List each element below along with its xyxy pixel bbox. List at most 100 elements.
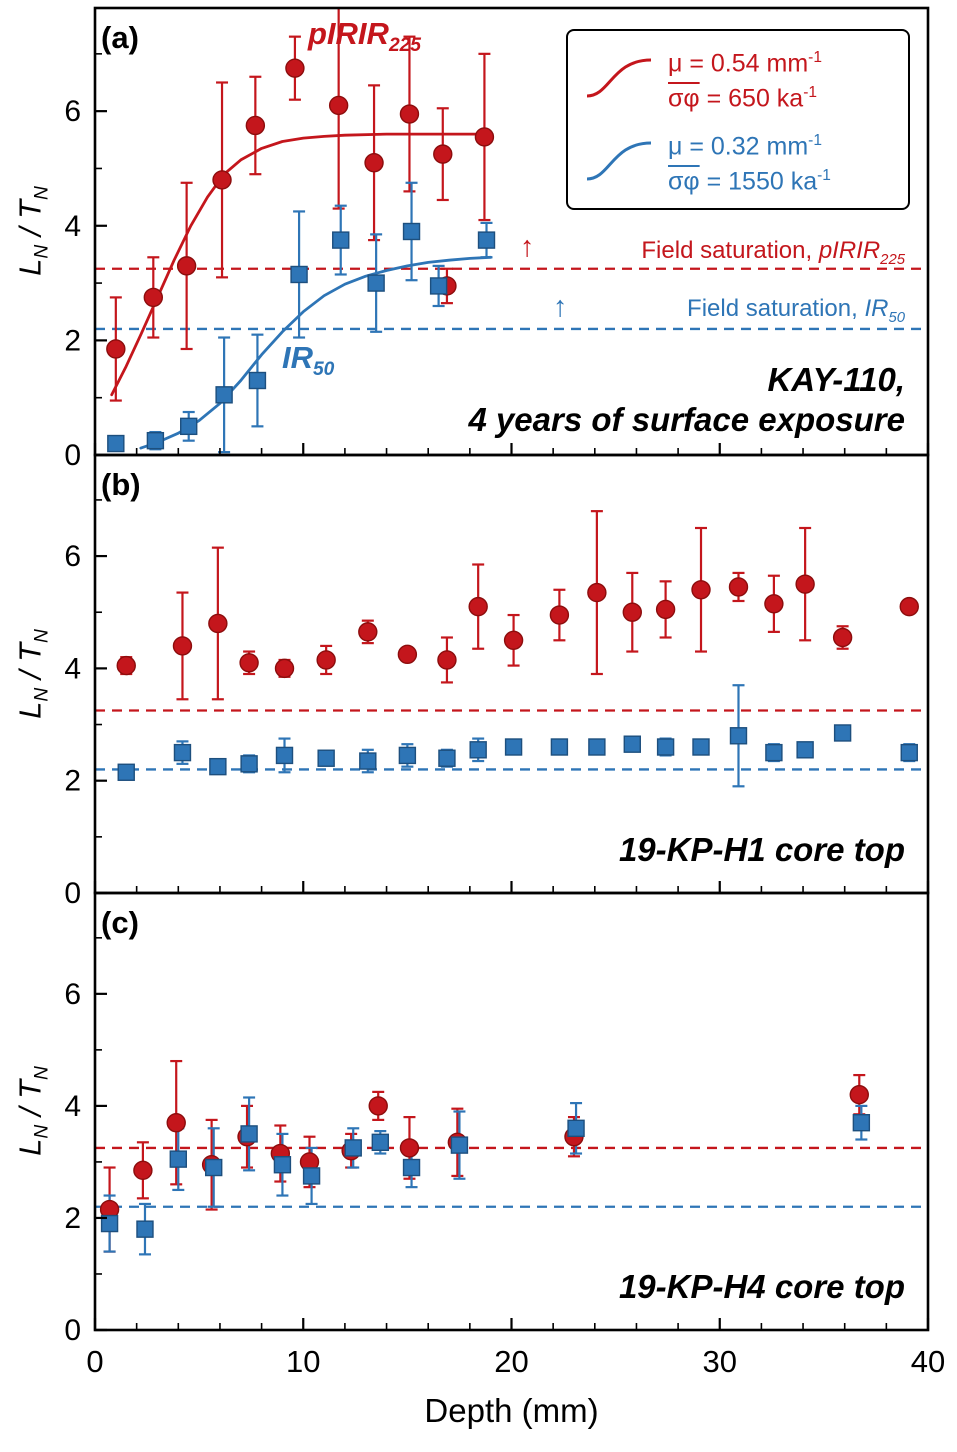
data-point-circle (899, 596, 919, 617)
x-tick-label: 20 (494, 1344, 528, 1379)
data-point-square (205, 1158, 223, 1177)
data-point-circle (549, 605, 570, 625)
data-point-circle (397, 644, 418, 665)
y-tick-label: 2 (64, 765, 81, 798)
field-saturation-label-red: Field saturation, pIRIR225 (641, 237, 905, 268)
panel-b-frame (93, 453, 930, 895)
data-point-circle (433, 144, 453, 164)
data-point-square (765, 743, 783, 762)
ir50-series-label: IR50 (282, 340, 335, 381)
data-point-square (290, 265, 308, 284)
data-point-circle (587, 582, 607, 603)
data-point-circle (208, 613, 228, 634)
x-tick-label: 10 (286, 1344, 320, 1379)
panel-label-a: (a) (101, 20, 139, 55)
x-axis-label: Depth (mm) (424, 1392, 599, 1429)
data-point-square (117, 763, 135, 781)
data-point-circle (116, 655, 136, 676)
y-tick-label: 2 (64, 1202, 81, 1235)
legend-text-pirir: μ = 0.54 mm-1 σφ = 650 ka-1 (668, 43, 822, 114)
data-point-square (729, 727, 748, 745)
data-point-square (402, 222, 421, 241)
y-axis-t-sub: N (31, 186, 53, 200)
data-point-square (656, 738, 675, 756)
y-tick-label: 0 (64, 439, 81, 472)
data-point-square (359, 752, 377, 770)
data-point-circle (474, 127, 495, 147)
data-point-circle (655, 599, 676, 620)
panel-a-caption: KAY-110, 4 years of surface exposure (468, 360, 905, 440)
y-axis-l-sub: N (31, 244, 53, 259)
panel-a-caption-line2: 4 years of surface exposure (468, 401, 905, 438)
data-point-square (107, 434, 125, 453)
data-point-square (302, 1167, 321, 1185)
data-point-square (275, 746, 294, 765)
data-point-circle (622, 602, 642, 622)
up-arrow-red-icon: ↑ (520, 231, 535, 263)
y-tick-label: 4 (64, 652, 81, 685)
data-point-square (588, 738, 606, 756)
panel-b-caption: 19-KP-H1 core top (618, 831, 905, 868)
sigmoid-curve-blue-icon (586, 141, 652, 181)
panel-c-frame (93, 891, 930, 1332)
data-point-square (900, 743, 918, 762)
data-point-circle (245, 115, 266, 136)
data-point-square (796, 741, 814, 759)
y-tick-label: 4 (64, 1090, 81, 1123)
data-point-square (146, 431, 165, 450)
data-point-circle (691, 580, 711, 600)
legend-mu-blue: μ = 0.32 mm-1 (668, 131, 822, 160)
data-point-square (429, 277, 448, 295)
data-point-circle (358, 622, 378, 642)
data-point-square (371, 1133, 390, 1152)
data-point-square (273, 1156, 292, 1174)
data-point-square (180, 417, 198, 436)
data-point-square (169, 1150, 188, 1168)
y-tick-label: 2 (64, 324, 81, 357)
panel-label-b: (b) (101, 467, 141, 502)
data-point-square (248, 371, 267, 390)
data-point-circle (728, 577, 749, 597)
data-point-circle (764, 594, 784, 614)
data-point-circle (143, 287, 164, 308)
data-point-circle (212, 170, 232, 190)
data-point-square (398, 746, 417, 765)
legend-text-ir50: μ = 0.32 mm-1 σφ = 1550 ka-1 (668, 126, 831, 197)
panel-label-c: (c) (101, 905, 139, 940)
y-axis-slash: / (12, 218, 48, 245)
data-point-circle (399, 104, 420, 124)
data-point-square (623, 735, 641, 753)
data-point-circle (849, 1084, 869, 1105)
legend: μ = 0.54 mm-1 σφ = 650 ka-1 μ = 0.32 mm-… (566, 29, 910, 211)
data-point-circle (316, 650, 336, 670)
y-axis-label-a: LN / TN (12, 186, 53, 276)
field-saturation-label-blue: Field saturation, IR50 (687, 295, 905, 326)
fit-curve-red (110, 132, 486, 397)
data-point-square (504, 738, 523, 756)
y-axis-t: T (12, 199, 48, 219)
data-point-square (240, 1125, 258, 1143)
panel-c-plot (95, 1059, 928, 1256)
data-point-square (438, 749, 456, 767)
legend-row-ir50: μ = 0.32 mm-1 σφ = 1550 ka-1 (582, 126, 894, 197)
panel-a-plot (95, 8, 928, 454)
y-tick-label: 4 (64, 210, 81, 243)
data-point-circle (368, 1096, 388, 1116)
up-arrow-blue-icon: ↑ (553, 291, 568, 323)
data-point-circle (285, 58, 305, 78)
data-point-square (136, 1220, 154, 1238)
data-point-square (477, 231, 496, 249)
x-tick-label: 30 (703, 1344, 737, 1379)
data-point-square (692, 738, 710, 756)
data-point-square (215, 386, 233, 404)
data-point-square (833, 724, 852, 742)
data-point-circle (133, 1160, 153, 1181)
data-point-circle (364, 153, 384, 173)
data-point-circle (172, 636, 193, 656)
data-point-circle (274, 658, 295, 679)
data-point-circle (468, 596, 488, 617)
data-point-circle (503, 630, 524, 651)
panel-c-caption: 19-KP-H4 core top (618, 1268, 905, 1305)
x-tick-label: 40 (911, 1344, 945, 1379)
